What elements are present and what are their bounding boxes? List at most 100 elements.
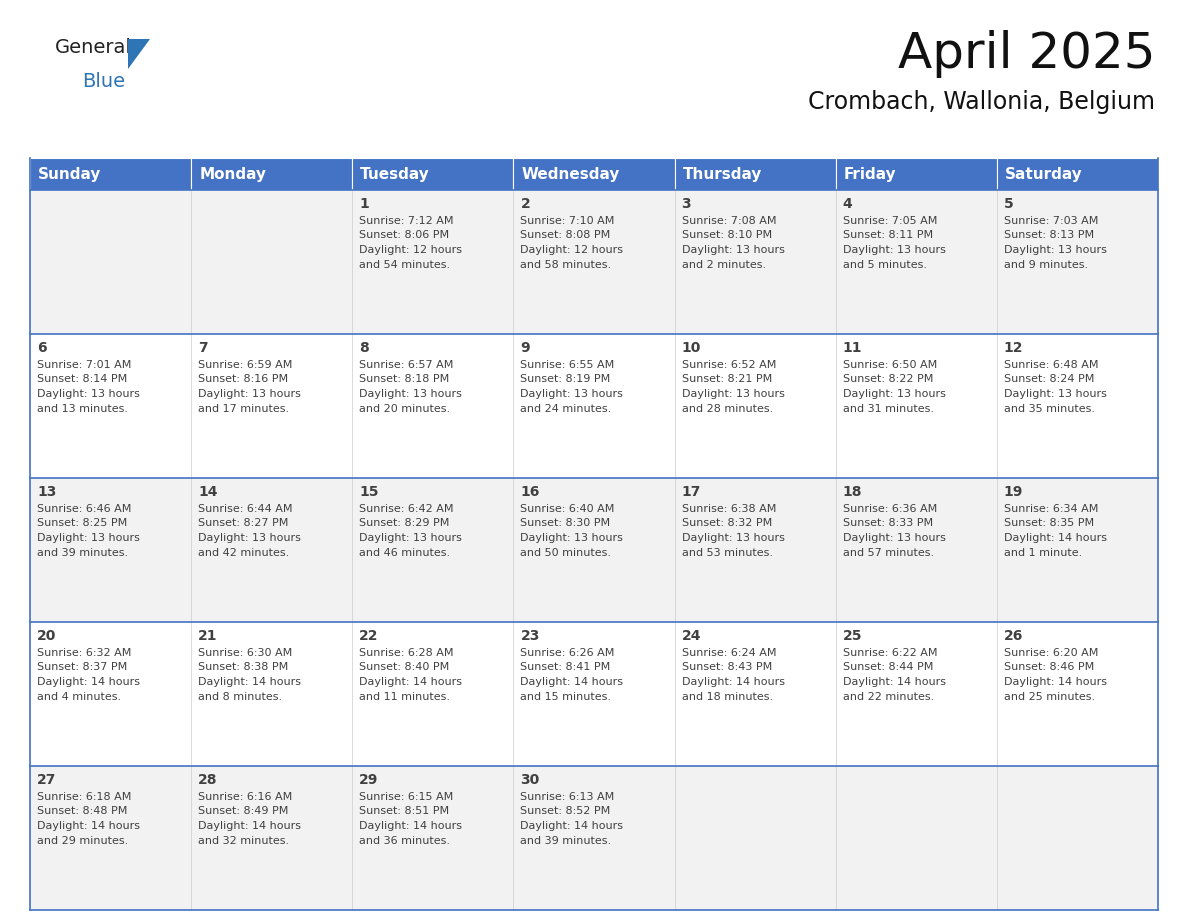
Text: and 46 minutes.: and 46 minutes. (359, 547, 450, 557)
Text: Sunrise: 7:12 AM: Sunrise: 7:12 AM (359, 216, 454, 226)
Bar (353, 190, 513, 334)
Text: Sunset: 8:52 PM: Sunset: 8:52 PM (520, 807, 611, 816)
Text: 7: 7 (198, 341, 208, 355)
Text: and 36 minutes.: and 36 minutes. (359, 835, 450, 845)
Text: 5: 5 (1004, 197, 1013, 211)
Bar (675, 334, 835, 478)
Text: 29: 29 (359, 773, 379, 787)
Text: Daylight: 14 hours: Daylight: 14 hours (198, 677, 301, 687)
Text: Sunset: 8:27 PM: Sunset: 8:27 PM (198, 519, 289, 529)
Text: Sunset: 8:30 PM: Sunset: 8:30 PM (520, 519, 611, 529)
Text: Daylight: 13 hours: Daylight: 13 hours (198, 389, 301, 399)
Text: and 13 minutes.: and 13 minutes. (37, 404, 128, 413)
Text: and 24 minutes.: and 24 minutes. (520, 404, 612, 413)
Bar (353, 158, 513, 190)
Text: Sunset: 8:43 PM: Sunset: 8:43 PM (682, 663, 772, 673)
Text: and 11 minutes.: and 11 minutes. (359, 691, 450, 701)
Text: 18: 18 (842, 485, 862, 499)
Text: Sunrise: 7:03 AM: Sunrise: 7:03 AM (1004, 216, 1098, 226)
Text: Sunset: 8:19 PM: Sunset: 8:19 PM (520, 375, 611, 385)
Bar (513, 190, 675, 334)
Text: Sunrise: 6:46 AM: Sunrise: 6:46 AM (37, 504, 132, 514)
Text: Sunset: 8:32 PM: Sunset: 8:32 PM (682, 519, 772, 529)
Bar (191, 622, 353, 766)
Text: Daylight: 14 hours: Daylight: 14 hours (359, 677, 462, 687)
Bar (191, 158, 353, 190)
Text: Sunrise: 6:16 AM: Sunrise: 6:16 AM (198, 792, 292, 802)
Text: Sunrise: 6:15 AM: Sunrise: 6:15 AM (359, 792, 454, 802)
Bar (835, 478, 997, 622)
Text: Daylight: 14 hours: Daylight: 14 hours (37, 821, 140, 831)
Text: Daylight: 12 hours: Daylight: 12 hours (520, 245, 624, 255)
Text: and 54 minutes.: and 54 minutes. (359, 260, 450, 270)
Bar (675, 190, 835, 334)
Bar (513, 158, 675, 190)
Text: Sunrise: 6:13 AM: Sunrise: 6:13 AM (520, 792, 614, 802)
Text: Wednesday: Wednesday (522, 166, 620, 182)
Text: and 42 minutes.: and 42 minutes. (198, 547, 290, 557)
Text: Sunrise: 6:59 AM: Sunrise: 6:59 AM (198, 360, 292, 370)
Text: Daylight: 13 hours: Daylight: 13 hours (1004, 245, 1107, 255)
Text: Sunset: 8:18 PM: Sunset: 8:18 PM (359, 375, 449, 385)
Text: Sunrise: 6:24 AM: Sunrise: 6:24 AM (682, 648, 776, 658)
Text: Sunrise: 7:08 AM: Sunrise: 7:08 AM (682, 216, 776, 226)
Text: Daylight: 13 hours: Daylight: 13 hours (682, 389, 784, 399)
Text: Sunrise: 7:10 AM: Sunrise: 7:10 AM (520, 216, 615, 226)
Bar (675, 622, 835, 766)
Text: and 28 minutes.: and 28 minutes. (682, 404, 773, 413)
Text: 22: 22 (359, 629, 379, 643)
Text: Daylight: 13 hours: Daylight: 13 hours (842, 389, 946, 399)
Text: Sunrise: 6:55 AM: Sunrise: 6:55 AM (520, 360, 614, 370)
Text: Sunrise: 6:50 AM: Sunrise: 6:50 AM (842, 360, 937, 370)
Text: and 32 minutes.: and 32 minutes. (198, 835, 289, 845)
Text: and 1 minute.: and 1 minute. (1004, 547, 1082, 557)
Text: Sunrise: 6:22 AM: Sunrise: 6:22 AM (842, 648, 937, 658)
Text: Sunrise: 6:34 AM: Sunrise: 6:34 AM (1004, 504, 1098, 514)
Text: Sunset: 8:38 PM: Sunset: 8:38 PM (198, 663, 289, 673)
Text: 20: 20 (37, 629, 56, 643)
Text: and 57 minutes.: and 57 minutes. (842, 547, 934, 557)
Bar (997, 766, 1158, 910)
Text: Daylight: 14 hours: Daylight: 14 hours (198, 821, 301, 831)
Text: 15: 15 (359, 485, 379, 499)
Text: Tuesday: Tuesday (360, 166, 430, 182)
Text: Sunrise: 6:36 AM: Sunrise: 6:36 AM (842, 504, 937, 514)
Text: and 15 minutes.: and 15 minutes. (520, 691, 612, 701)
Text: Daylight: 14 hours: Daylight: 14 hours (359, 821, 462, 831)
Text: Thursday: Thursday (683, 166, 762, 182)
Text: Sunrise: 6:40 AM: Sunrise: 6:40 AM (520, 504, 615, 514)
Text: 9: 9 (520, 341, 530, 355)
Text: Daylight: 14 hours: Daylight: 14 hours (37, 677, 140, 687)
Text: 30: 30 (520, 773, 539, 787)
Text: Blue: Blue (82, 72, 125, 91)
Bar (997, 334, 1158, 478)
Text: Daylight: 13 hours: Daylight: 13 hours (1004, 389, 1107, 399)
Text: Daylight: 14 hours: Daylight: 14 hours (520, 677, 624, 687)
Text: Sunset: 8:14 PM: Sunset: 8:14 PM (37, 375, 127, 385)
Text: Sunset: 8:21 PM: Sunset: 8:21 PM (682, 375, 772, 385)
Text: Daylight: 13 hours: Daylight: 13 hours (198, 533, 301, 543)
Text: Daylight: 13 hours: Daylight: 13 hours (359, 389, 462, 399)
Bar (30, 190, 191, 334)
Text: and 29 minutes.: and 29 minutes. (37, 835, 128, 845)
Bar (353, 334, 513, 478)
Text: and 58 minutes.: and 58 minutes. (520, 260, 612, 270)
Text: 13: 13 (37, 485, 56, 499)
Bar (191, 766, 353, 910)
Text: 3: 3 (682, 197, 691, 211)
Bar (353, 622, 513, 766)
Bar (30, 334, 191, 478)
Text: 21: 21 (198, 629, 217, 643)
Text: 17: 17 (682, 485, 701, 499)
Text: Sunset: 8:10 PM: Sunset: 8:10 PM (682, 230, 772, 241)
Text: Sunrise: 6:20 AM: Sunrise: 6:20 AM (1004, 648, 1098, 658)
Text: Sunset: 8:11 PM: Sunset: 8:11 PM (842, 230, 933, 241)
Text: Daylight: 13 hours: Daylight: 13 hours (682, 533, 784, 543)
Text: Sunset: 8:24 PM: Sunset: 8:24 PM (1004, 375, 1094, 385)
Text: Sunset: 8:22 PM: Sunset: 8:22 PM (842, 375, 933, 385)
Text: Sunset: 8:37 PM: Sunset: 8:37 PM (37, 663, 127, 673)
Text: Sunrise: 7:01 AM: Sunrise: 7:01 AM (37, 360, 132, 370)
Bar (30, 766, 191, 910)
Text: Daylight: 13 hours: Daylight: 13 hours (37, 389, 140, 399)
Bar (353, 478, 513, 622)
